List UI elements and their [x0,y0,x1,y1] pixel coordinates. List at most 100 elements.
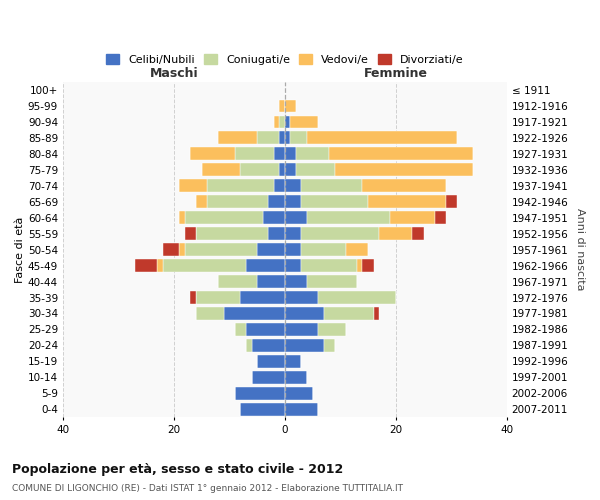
Bar [202,164,241,176]
Bar [274,180,285,192]
Bar [285,244,301,256]
Bar [196,292,241,304]
Bar [307,276,357,288]
Bar [285,387,313,400]
Bar [362,180,446,192]
Bar [246,339,251,351]
Bar [263,212,285,224]
Bar [279,132,285,144]
Bar [274,116,279,128]
Bar [235,323,246,336]
Bar [257,132,279,144]
Bar [285,164,296,176]
Bar [285,100,296,112]
Text: Maschi: Maschi [149,67,198,80]
Bar [285,148,296,160]
Bar [285,323,318,336]
Text: Popolazione per età, sesso e stato civile - 2012: Popolazione per età, sesso e stato civil… [12,462,343,475]
Bar [374,308,379,320]
Bar [279,116,285,128]
Bar [257,355,285,368]
Bar [163,260,246,272]
Bar [412,228,424,240]
Bar [285,132,290,144]
Bar [357,260,362,272]
Bar [290,116,318,128]
Bar [185,244,257,256]
Bar [190,148,235,160]
Bar [296,148,329,160]
Bar [285,276,307,288]
Bar [346,244,368,256]
Bar [135,260,157,272]
Bar [241,292,285,304]
Bar [318,292,396,304]
Bar [251,371,285,384]
Bar [290,132,307,144]
Bar [446,196,457,208]
Bar [157,260,163,272]
Bar [285,212,307,224]
Bar [307,212,390,224]
Bar [218,276,257,288]
Bar [329,148,473,160]
Y-axis label: Fasce di età: Fasce di età [15,216,25,283]
Bar [323,308,374,320]
Bar [279,100,285,112]
Bar [279,164,285,176]
Bar [285,260,301,272]
Bar [285,196,301,208]
Bar [207,180,274,192]
Bar [301,228,379,240]
Text: Femmine: Femmine [364,67,428,80]
Bar [185,228,196,240]
Bar [285,403,318,415]
Bar [179,244,185,256]
Bar [257,244,285,256]
Bar [185,212,263,224]
Bar [335,164,473,176]
Bar [268,228,285,240]
Bar [196,308,224,320]
Bar [285,292,318,304]
Bar [207,196,268,208]
Text: COMUNE DI LIGONCHIO (RE) - Dati ISTAT 1° gennaio 2012 - Elaborazione TUTTITALIA.: COMUNE DI LIGONCHIO (RE) - Dati ISTAT 1°… [12,484,403,493]
Bar [296,164,335,176]
Bar [163,244,179,256]
Bar [241,403,285,415]
Bar [235,148,274,160]
Bar [179,180,207,192]
Bar [274,148,285,160]
Bar [368,196,446,208]
Bar [285,228,301,240]
Legend: Celibi/Nubili, Coniugati/e, Vedovi/e, Divorziati/e: Celibi/Nubili, Coniugati/e, Vedovi/e, Di… [103,50,467,68]
Bar [268,196,285,208]
Bar [285,339,323,351]
Bar [434,212,446,224]
Bar [285,308,323,320]
Bar [301,244,346,256]
Bar [190,292,196,304]
Bar [235,387,285,400]
Bar [301,196,368,208]
Bar [285,116,290,128]
Y-axis label: Anni di nascita: Anni di nascita [575,208,585,291]
Bar [196,228,268,240]
Bar [301,260,357,272]
Bar [179,212,185,224]
Bar [301,180,362,192]
Bar [257,276,285,288]
Bar [246,323,285,336]
Bar [285,371,307,384]
Bar [323,339,335,351]
Bar [224,308,285,320]
Bar [318,323,346,336]
Bar [241,164,279,176]
Bar [246,260,285,272]
Bar [251,339,285,351]
Bar [390,212,434,224]
Bar [285,180,301,192]
Bar [362,260,374,272]
Bar [218,132,257,144]
Bar [196,196,207,208]
